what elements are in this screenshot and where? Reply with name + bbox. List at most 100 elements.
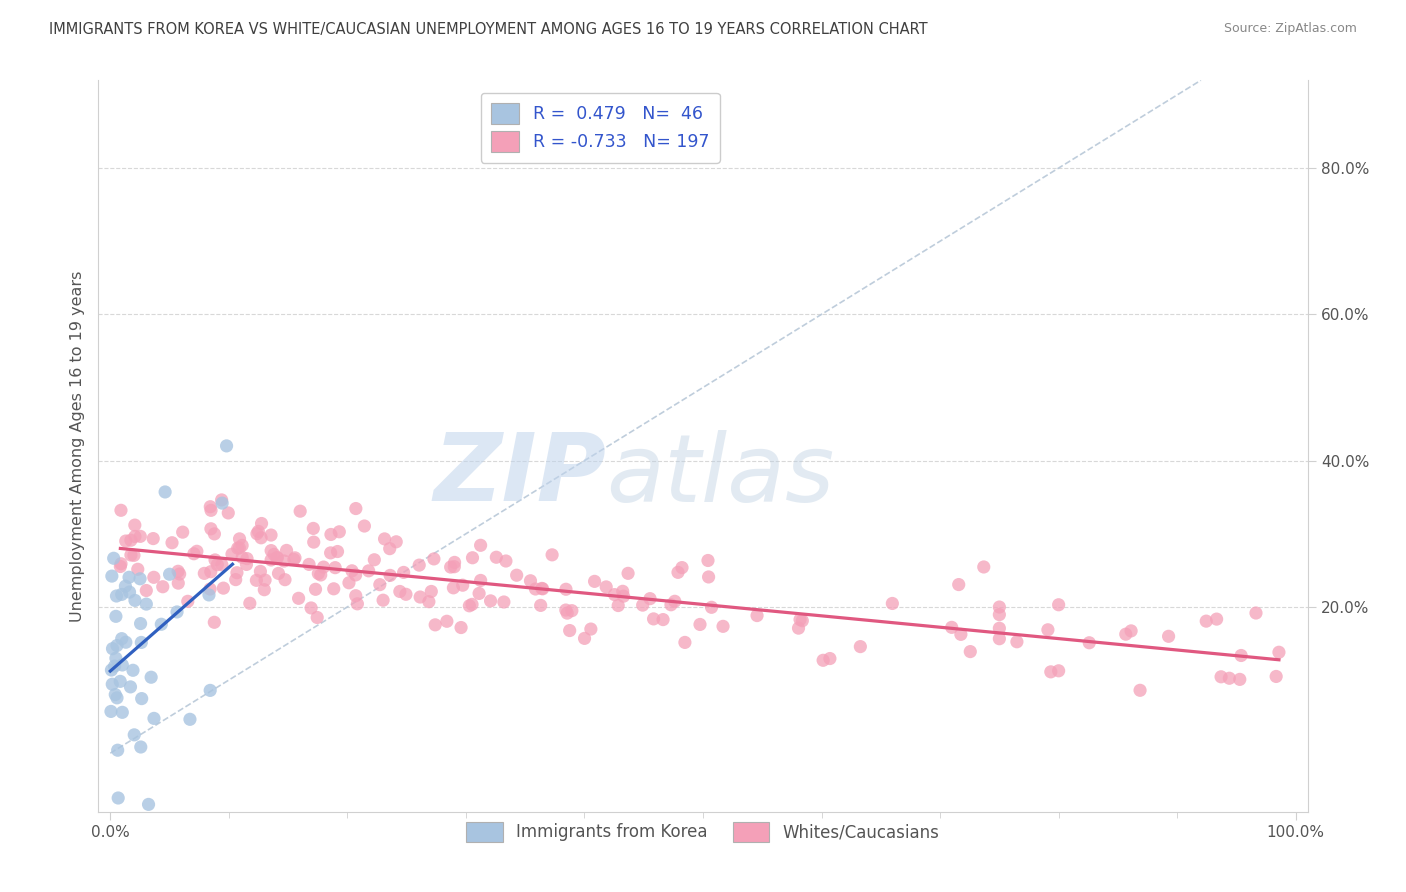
Point — [250, 516, 273, 531]
Point — [110, 559, 132, 574]
Point — [101, 677, 124, 691]
Point — [378, 541, 401, 556]
Point — [1129, 683, 1152, 698]
Point — [988, 607, 1011, 622]
Point — [1218, 671, 1240, 685]
Point — [110, 503, 132, 517]
Point — [671, 560, 693, 574]
Point — [260, 553, 283, 567]
Point — [652, 613, 675, 627]
Point — [105, 589, 128, 603]
Point — [110, 557, 132, 571]
Point — [124, 593, 146, 607]
Text: Source: ZipAtlas.com: Source: ZipAtlas.com — [1223, 22, 1357, 36]
Point — [179, 712, 201, 726]
Point — [595, 580, 617, 594]
Point — [322, 582, 344, 596]
Point — [988, 632, 1011, 646]
Point — [1078, 636, 1101, 650]
Point — [555, 582, 578, 597]
Point — [485, 550, 508, 565]
Point — [388, 584, 411, 599]
Point — [235, 558, 257, 572]
Point — [745, 608, 768, 623]
Point — [299, 601, 322, 615]
Point — [276, 543, 298, 558]
Point — [254, 573, 277, 587]
Point — [226, 566, 249, 580]
Point — [312, 560, 335, 574]
Point — [603, 588, 626, 602]
Point — [617, 566, 640, 581]
Point — [409, 590, 432, 604]
Point — [408, 558, 430, 573]
Point — [104, 609, 127, 624]
Point — [988, 600, 1011, 615]
Point — [973, 560, 995, 574]
Point — [818, 651, 841, 665]
Point — [638, 591, 661, 606]
Point — [307, 610, 329, 624]
Point — [139, 670, 162, 684]
Point — [495, 554, 517, 568]
Point — [246, 526, 269, 541]
Point — [697, 570, 720, 584]
Point — [166, 605, 188, 619]
Point — [1195, 614, 1218, 628]
Point — [200, 565, 222, 579]
Point — [368, 577, 391, 591]
Point — [492, 595, 515, 609]
Point — [659, 598, 682, 612]
Point — [124, 529, 146, 543]
Point — [357, 564, 380, 578]
Point — [470, 574, 492, 588]
Point — [959, 644, 981, 658]
Point — [811, 653, 834, 667]
Point — [221, 547, 243, 561]
Point — [131, 635, 153, 649]
Point — [1115, 627, 1137, 641]
Point — [441, 581, 464, 595]
Point — [127, 562, 149, 576]
Point — [193, 566, 215, 581]
Point — [111, 706, 134, 720]
Point — [198, 683, 221, 698]
Point — [225, 573, 247, 587]
Point — [1205, 612, 1227, 626]
Point — [458, 599, 481, 613]
Point — [849, 640, 872, 654]
Point — [287, 591, 309, 606]
Point — [247, 524, 270, 539]
Point — [792, 614, 814, 628]
Point — [114, 579, 136, 593]
Point — [131, 691, 153, 706]
Point — [479, 594, 502, 608]
Point — [304, 582, 326, 597]
Point — [988, 621, 1011, 635]
Point — [882, 597, 904, 611]
Point — [643, 612, 665, 626]
Point — [1230, 648, 1253, 663]
Point — [1039, 665, 1062, 679]
Point — [159, 567, 181, 582]
Point — [1244, 606, 1267, 620]
Point — [200, 522, 222, 536]
Point — [263, 548, 285, 562]
Point — [378, 568, 401, 582]
Point — [344, 568, 367, 582]
Point — [468, 586, 491, 600]
Point — [941, 620, 963, 634]
Point — [697, 553, 720, 567]
Point — [120, 680, 142, 694]
Point — [302, 535, 325, 549]
Point — [105, 639, 128, 653]
Point — [328, 524, 350, 539]
Text: atlas: atlas — [606, 430, 835, 521]
Point — [1119, 624, 1142, 638]
Point — [138, 797, 160, 812]
Point — [135, 597, 157, 611]
Point — [607, 599, 630, 613]
Point — [167, 576, 190, 591]
Point — [574, 632, 596, 646]
Point — [353, 519, 375, 533]
